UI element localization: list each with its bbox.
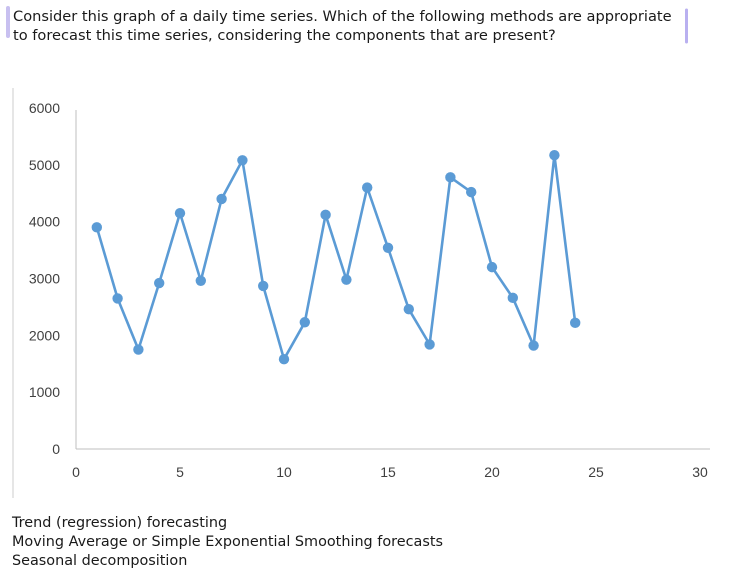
option-trend-regression[interactable]: Trend (regression) forecasting [12,515,228,531]
data-point [528,340,539,351]
data-point [174,207,186,219]
question-text: Consider this graph of a daily time seri… [13,8,672,44]
data-point [466,186,477,198]
option-moving-average-ses[interactable]: Moving Average or Simple Exponential Smo… [12,534,443,550]
x-tick-label: 25 [588,464,604,480]
data-point [424,339,435,350]
series-line [95,153,577,361]
x-tick-label: 0 [72,464,80,480]
data-point [133,344,144,355]
data-point [362,182,373,193]
scrollbar-mark-icon [685,8,688,44]
question-accent-bar [6,6,10,38]
x-tick-label: 5 [176,464,184,480]
y-tick-label: 4000 [29,214,60,230]
data-point [549,149,560,161]
x-tick-label: 15 [380,464,396,480]
y-tick-label: 6000 [29,100,60,116]
x-tick-label: 10 [276,464,292,480]
data-point [507,292,518,304]
answer-options: Trend (regression) forecasting Moving Av… [12,514,443,571]
x-tick-label: 30 [692,464,708,480]
chart-frame-edge [12,88,14,498]
y-tick-label: 0 [52,441,60,457]
data-point [341,274,352,285]
line-chart: 0 1000 2000 3000 4000 5000 6000 0 5 10 15 20 25 30 [29,100,710,480]
data-point [278,354,290,365]
data-point [216,193,227,205]
data-point [154,277,165,289]
data-point [486,261,498,273]
data-point [258,280,269,292]
data-point [112,293,123,304]
y-tick-label: 2000 [29,327,60,343]
data-point [299,317,310,328]
data-point [382,242,394,254]
x-tick-label: 20 [484,464,500,480]
data-point [195,275,206,286]
data-point [403,303,414,315]
data-point [570,317,581,329]
y-tick-label: 3000 [29,271,60,287]
data-point [91,222,103,233]
y-tick-label: 5000 [29,157,60,173]
data-point [445,172,456,183]
data-point [237,155,248,166]
data-point [320,209,331,221]
y-tick-label: 1000 [29,384,60,400]
option-seasonal-decomposition[interactable]: Seasonal decomposition [12,553,188,569]
